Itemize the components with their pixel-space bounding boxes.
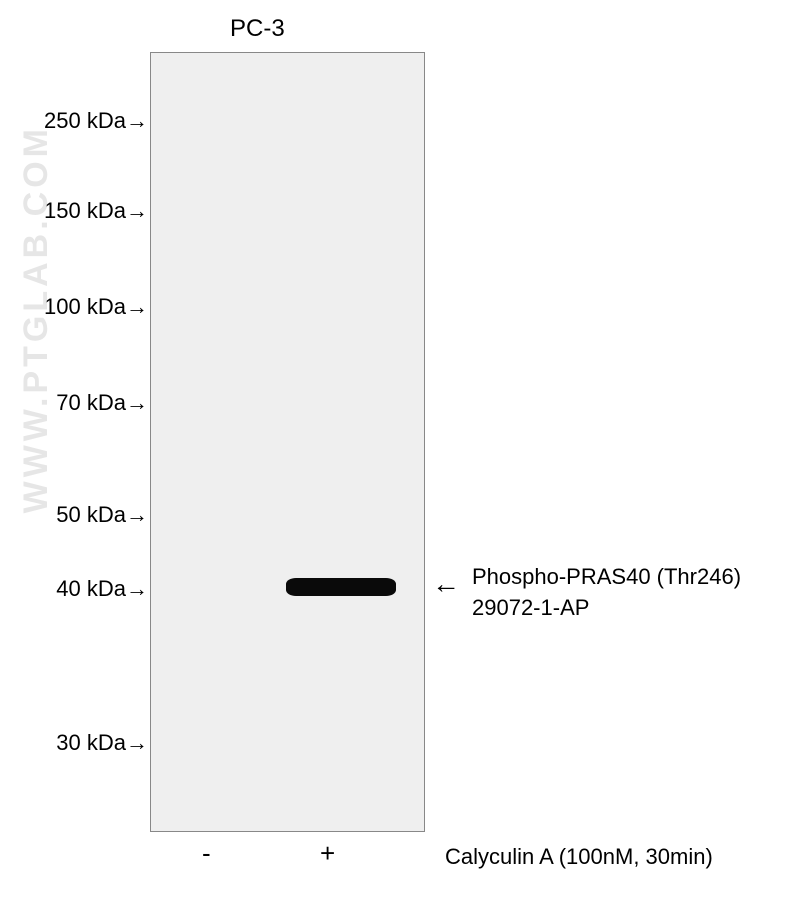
ladder-70: 70 kDa→ (0, 390, 148, 416)
ladder-40: 40 kDa→ (0, 576, 148, 602)
lane-minus: - (202, 838, 211, 869)
ladder-arrow-icon: → (126, 198, 148, 224)
ladder-label-text: 40 kDa (56, 576, 126, 601)
sample-header: PC-3 (230, 15, 285, 43)
ladder-arrow-icon: → (126, 576, 148, 602)
ladder-arrow-icon: → (126, 108, 148, 134)
ladder-label-text: 100 kDa (44, 294, 126, 319)
ladder-100: 100 kDa→ (0, 294, 148, 320)
ladder-arrow-icon: → (126, 730, 148, 756)
target-label: Phospho-PRAS40 (Thr246) 29072-1-AP (472, 562, 741, 624)
ladder-30: 30 kDa→ (0, 730, 148, 756)
treatment-label: Calyculin A (100nM, 30min) (445, 844, 713, 870)
ladder-50: 50 kDa→ (0, 502, 148, 528)
target-line1: Phospho-PRAS40 (Thr246) (472, 564, 741, 589)
target-line2: 29072-1-AP (472, 595, 589, 620)
ladder-label-text: 50 kDa (56, 502, 126, 527)
figure-container: WWW.PTGLAB.COM PC-3 250 kDa→ 150 kDa→ 10… (0, 0, 800, 903)
ladder-label-text: 70 kDa (56, 390, 126, 415)
ladder-label-text: 150 kDa (44, 198, 126, 223)
ladder-arrow-icon: → (126, 294, 148, 320)
ladder-150: 150 kDa→ (0, 198, 148, 224)
ladder-label-text: 30 kDa (56, 730, 126, 755)
ladder-arrow-icon: → (126, 502, 148, 528)
protein-band (286, 578, 396, 596)
ladder-arrow-icon: → (126, 390, 148, 416)
ladder-label-text: 250 kDa (44, 108, 126, 133)
lane-plus: + (320, 838, 335, 869)
ladder-250: 250 kDa→ (0, 108, 148, 134)
target-arrow-icon: ← (432, 568, 460, 600)
blot-membrane (150, 52, 425, 832)
